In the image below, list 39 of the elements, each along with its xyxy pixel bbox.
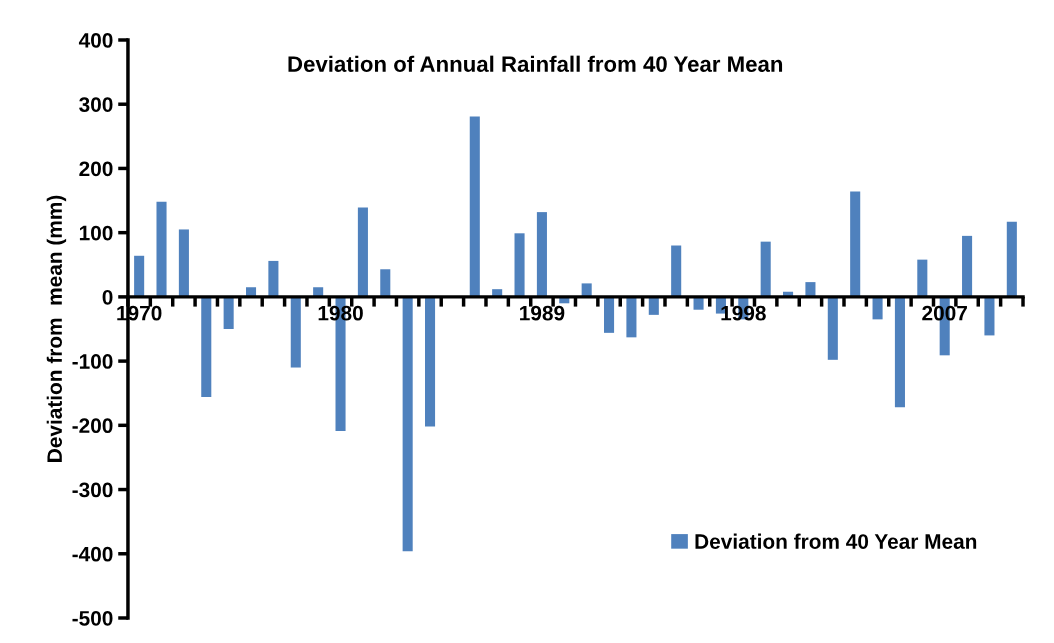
y-tick-label: 100 (79, 225, 113, 241)
y-tick-label: 400 (78, 33, 113, 48)
y-tick-label: -500 (72, 610, 113, 626)
bar (850, 191, 861, 297)
bar (894, 296, 905, 408)
bar (201, 296, 212, 398)
bar (917, 259, 928, 297)
bar (760, 241, 771, 297)
bar (380, 269, 391, 297)
y-tick-label: 300 (79, 97, 113, 112)
bar (536, 212, 547, 297)
bar (134, 255, 145, 297)
bar (671, 245, 682, 297)
bar (290, 296, 301, 368)
bar (357, 207, 368, 297)
y-tick-label: -100 (72, 354, 113, 369)
y-tick-label: 200 (79, 161, 113, 177)
bar (402, 296, 413, 552)
bar (827, 296, 838, 360)
text: Deviation of Annual Rainfall from 40 Year Mean (288, 55, 783, 72)
bar (604, 296, 615, 333)
bar (178, 229, 189, 297)
y-tick-label: -300 (72, 482, 113, 498)
y-tick-label: -400 (72, 546, 113, 562)
y-tick-label: 0 (102, 289, 113, 305)
bar (984, 296, 995, 336)
bar (514, 233, 525, 297)
y-tick-label: -200 (72, 418, 113, 434)
bar (626, 296, 637, 338)
bar (1006, 221, 1017, 297)
bar (268, 260, 279, 297)
y-axis-title: Deviation from mean (mm) (46, 195, 67, 462)
bar (962, 235, 973, 297)
bar (156, 201, 167, 297)
legend-label: Deviation from 40 Year Mean (695, 533, 977, 549)
x-tick-label: 1989 (520, 305, 565, 321)
bar (425, 296, 436, 427)
bar (469, 116, 480, 297)
bar (223, 296, 234, 329)
